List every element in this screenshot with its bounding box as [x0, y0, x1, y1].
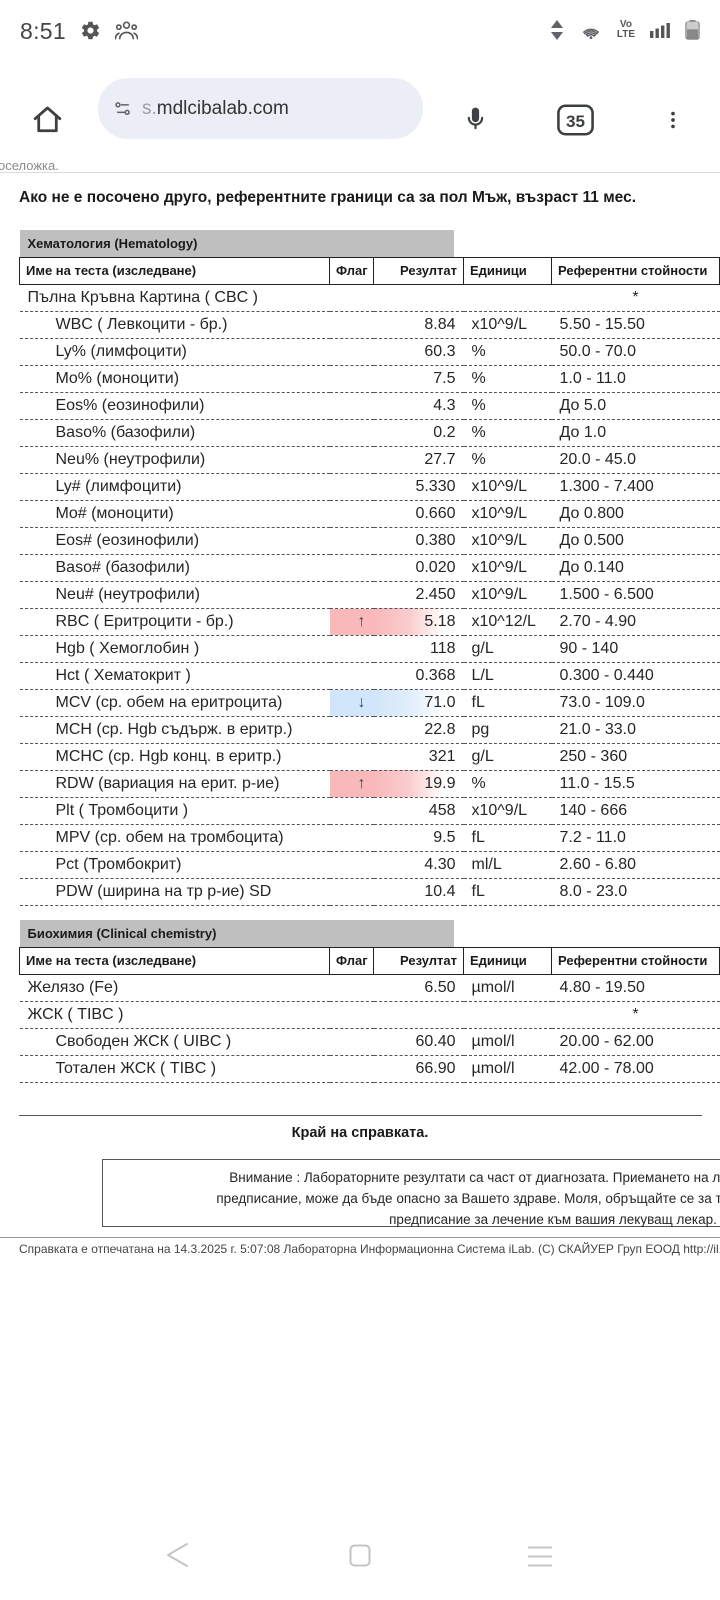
- svg-text:35: 35: [566, 112, 585, 131]
